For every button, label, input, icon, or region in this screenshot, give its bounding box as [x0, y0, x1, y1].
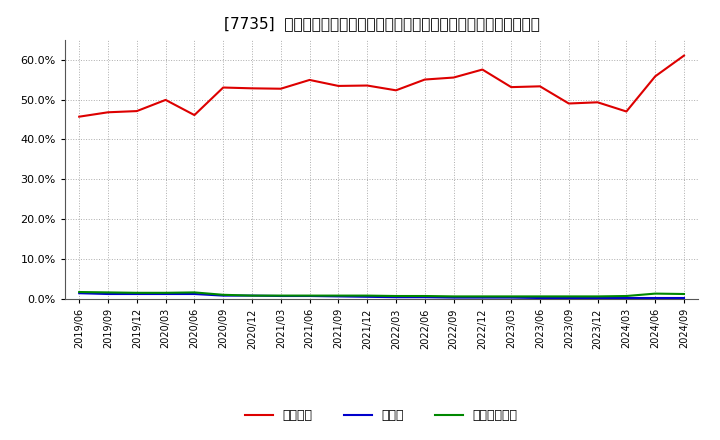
のれん [190, 291, 199, 297]
自己資本 [334, 83, 343, 88]
のれん [564, 295, 573, 301]
のれん [276, 293, 285, 299]
繰延税金資産 [651, 291, 660, 296]
自己資本 [449, 75, 458, 80]
のれん [104, 291, 112, 297]
のれん [622, 295, 631, 301]
自己資本 [363, 83, 372, 88]
自己資本 [622, 109, 631, 114]
のれん [75, 290, 84, 296]
繰延税金資産 [363, 293, 372, 298]
のれん [651, 295, 660, 301]
自己資本 [593, 100, 602, 105]
繰延税金資産 [161, 290, 170, 295]
繰延税金資産 [219, 292, 228, 297]
自己資本 [190, 113, 199, 118]
繰延税金資産 [680, 291, 688, 297]
自己資本 [507, 84, 516, 90]
のれん [507, 295, 516, 300]
繰延税金資産 [248, 293, 256, 298]
繰延税金資産 [392, 293, 400, 299]
のれん [392, 294, 400, 300]
繰延税金資産 [75, 290, 84, 295]
自己資本 [219, 85, 228, 90]
繰延税金資産 [478, 294, 487, 299]
自己資本 [392, 88, 400, 93]
のれん [420, 294, 429, 300]
のれん [536, 295, 544, 301]
繰延税金資産 [276, 293, 285, 298]
Line: のれん: のれん [79, 293, 684, 298]
のれん [248, 293, 256, 298]
自己資本 [75, 114, 84, 119]
Legend: 自己資本, のれん, 繰延税金資産: 自己資本, のれん, 繰延税金資産 [240, 404, 523, 427]
繰延税金資産 [420, 293, 429, 299]
Title: [7735]  自己資本、のれん、繰延税金資産の総資産に対する比率の推移: [7735] 自己資本、のれん、繰延税金資産の総資産に対する比率の推移 [224, 16, 539, 32]
繰延税金資産 [536, 294, 544, 299]
のれん [680, 295, 688, 301]
自己資本 [248, 86, 256, 91]
自己資本 [161, 97, 170, 103]
自己資本 [420, 77, 429, 82]
のれん [334, 294, 343, 299]
繰延税金資産 [190, 290, 199, 295]
繰延税金資産 [593, 294, 602, 299]
自己資本 [564, 101, 573, 106]
のれん [478, 295, 487, 300]
自己資本 [680, 53, 688, 58]
繰延税金資産 [334, 293, 343, 298]
のれん [363, 294, 372, 300]
繰延税金資産 [132, 290, 141, 295]
繰延税金資産 [305, 293, 314, 298]
のれん [593, 295, 602, 301]
のれん [305, 293, 314, 299]
自己資本 [132, 108, 141, 114]
のれん [132, 291, 141, 297]
自己資本 [478, 67, 487, 72]
繰延税金資産 [449, 294, 458, 299]
のれん [219, 293, 228, 298]
のれん [161, 291, 170, 297]
繰延税金資産 [104, 290, 112, 295]
繰延税金資産 [622, 293, 631, 299]
Line: 繰延税金資産: 繰延税金資産 [79, 292, 684, 297]
自己資本 [305, 77, 314, 83]
自己資本 [651, 74, 660, 79]
Line: 自己資本: 自己資本 [79, 55, 684, 117]
のれん [449, 295, 458, 300]
繰延税金資産 [564, 294, 573, 299]
繰延税金資産 [507, 294, 516, 299]
自己資本 [276, 86, 285, 92]
自己資本 [104, 110, 112, 115]
自己資本 [536, 84, 544, 89]
